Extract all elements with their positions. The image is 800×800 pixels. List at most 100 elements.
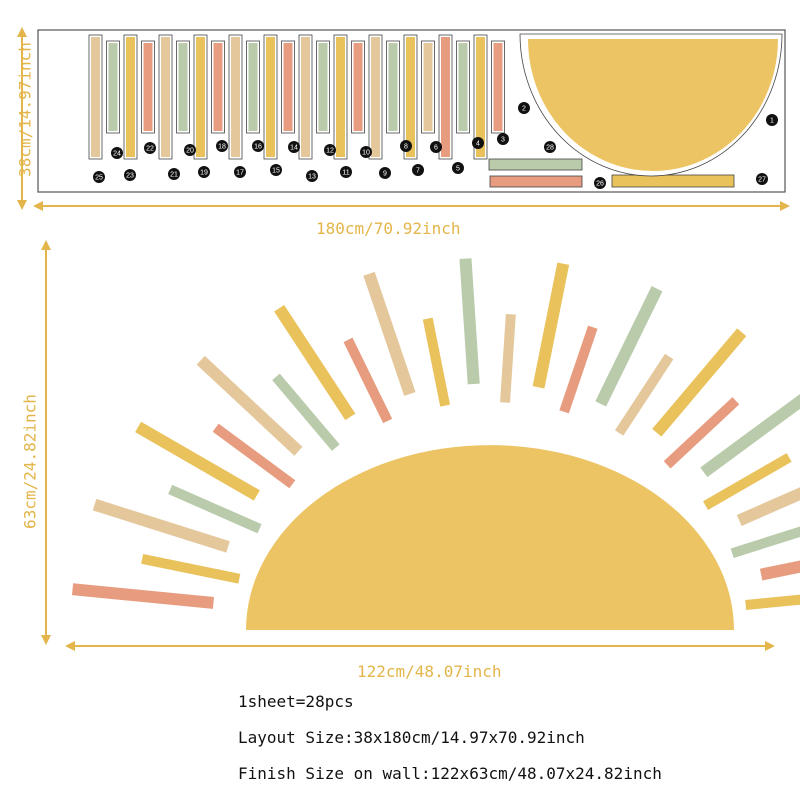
sticker-piece — [213, 43, 223, 131]
wall-width-label: 122cm/48.07inch — [357, 662, 502, 681]
piece-number-badge — [234, 166, 246, 178]
piece-number: 25 — [95, 175, 103, 182]
sticker-piece — [423, 43, 433, 131]
piece-number: 9 — [383, 171, 387, 178]
wall-height-label: 63cm/24.82inch — [20, 394, 40, 529]
piece-number: 14 — [290, 145, 298, 152]
sun-ray — [272, 373, 340, 451]
piece-number: 10 — [362, 150, 370, 157]
piece-number: 27 — [758, 177, 766, 184]
sticker-piece — [91, 37, 100, 157]
piece-number-badge — [412, 164, 424, 176]
piece-number-badge — [472, 137, 484, 149]
piece-number-badge — [168, 168, 180, 180]
sticker-piece — [126, 37, 135, 157]
sun-ray — [700, 393, 800, 478]
piece-number-badge — [766, 114, 778, 126]
sun-ray — [559, 325, 598, 414]
piece-number: 23 — [126, 173, 134, 180]
piece-number: 28 — [546, 145, 554, 152]
piece-number-badge — [340, 166, 352, 178]
sticker-piece — [441, 37, 450, 157]
sun-ray — [703, 453, 792, 510]
sticker-piece — [143, 43, 153, 131]
sun-ray — [459, 258, 480, 385]
piece-number-badge — [306, 170, 318, 182]
piece-number: 17 — [236, 170, 244, 177]
sun-ray — [730, 526, 800, 558]
sticker-piece — [489, 175, 583, 188]
piece-number-badge — [594, 177, 606, 189]
piece-number-badge — [252, 140, 264, 152]
piece-number-badge — [452, 162, 464, 174]
sun-ray — [532, 262, 570, 389]
sun-ray — [212, 423, 296, 489]
sun-ray — [92, 498, 230, 553]
piece-number: 5 — [456, 166, 460, 173]
piece-number-badge — [430, 141, 442, 153]
piece-number-badge — [198, 166, 210, 178]
piece-number-badge — [111, 147, 123, 159]
sticker-piece — [108, 43, 118, 131]
piece-number-badge — [360, 146, 372, 158]
sticker-piece — [388, 43, 398, 131]
sun-ray — [196, 355, 303, 456]
sticker-piece — [301, 37, 310, 157]
layout-size: Layout Size:38x180cm/14.97x70.92inch — [238, 728, 585, 747]
piece-number: 19 — [200, 170, 208, 177]
piece-number-badge — [184, 144, 196, 156]
piece-number: 13 — [308, 174, 316, 181]
sun-ray — [500, 314, 516, 403]
piece-number: 6 — [434, 145, 438, 152]
piece-number: 1 — [770, 118, 774, 125]
sticker-piece — [336, 37, 345, 157]
piece-number-badge — [124, 169, 136, 181]
piece-number: 7 — [416, 168, 420, 175]
sun-ray — [343, 337, 393, 424]
piece-number: 24 — [113, 151, 121, 158]
piece-number: 8 — [404, 144, 408, 151]
sticker-piece — [458, 43, 468, 131]
sun-ray — [135, 421, 260, 501]
piece-number-badge — [324, 144, 336, 156]
sticker-piece — [611, 174, 735, 188]
piece-number: 12 — [326, 148, 334, 155]
piece-number-badge — [400, 140, 412, 152]
piece-number: 15 — [272, 168, 280, 175]
sticker-sheet: 1234567891011121314151617181920212223242… — [37, 29, 786, 193]
sun-ray — [274, 304, 356, 421]
piece-number: 21 — [170, 172, 178, 179]
piece-number-badge — [270, 164, 282, 176]
sticker-piece — [161, 37, 170, 157]
sticker-piece — [406, 37, 415, 157]
sticker-piece — [178, 43, 188, 131]
sticker-piece — [493, 43, 503, 131]
sticker-piece — [476, 37, 485, 157]
sticker-piece — [231, 37, 240, 157]
piece-number: 2 — [522, 106, 526, 113]
sticker-piece — [266, 37, 275, 157]
sun-rays — [71, 258, 800, 610]
sun-semicircle — [246, 445, 734, 630]
sun-ray — [71, 583, 215, 609]
piece-number-badge — [216, 140, 228, 152]
piece-number: 11 — [342, 170, 349, 177]
sun-ray — [652, 328, 747, 437]
sun-ray — [663, 397, 740, 469]
sun-ray — [363, 271, 416, 396]
sun-ray — [745, 594, 800, 610]
sticker-piece — [248, 43, 258, 131]
sun-ray — [422, 317, 451, 407]
piece-number-badge — [518, 102, 530, 114]
sun-ray — [595, 286, 663, 407]
sticker-piece — [488, 158, 583, 171]
sticker-piece — [318, 43, 328, 131]
sun-ray — [736, 487, 800, 526]
piece-number-badge — [756, 173, 768, 185]
sun-ray — [759, 560, 800, 581]
piece-number-badge — [93, 171, 105, 183]
sticker-piece — [353, 43, 363, 131]
sticker-piece — [283, 43, 293, 131]
piece-number-badge — [379, 167, 391, 179]
